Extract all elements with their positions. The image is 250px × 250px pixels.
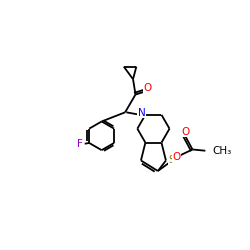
Text: O: O [172, 152, 180, 162]
Text: S: S [168, 156, 175, 166]
Text: CH₃: CH₃ [212, 146, 232, 156]
Text: O: O [143, 83, 152, 93]
Text: F: F [78, 139, 83, 149]
Text: N: N [138, 108, 145, 118]
Text: O: O [182, 127, 190, 137]
